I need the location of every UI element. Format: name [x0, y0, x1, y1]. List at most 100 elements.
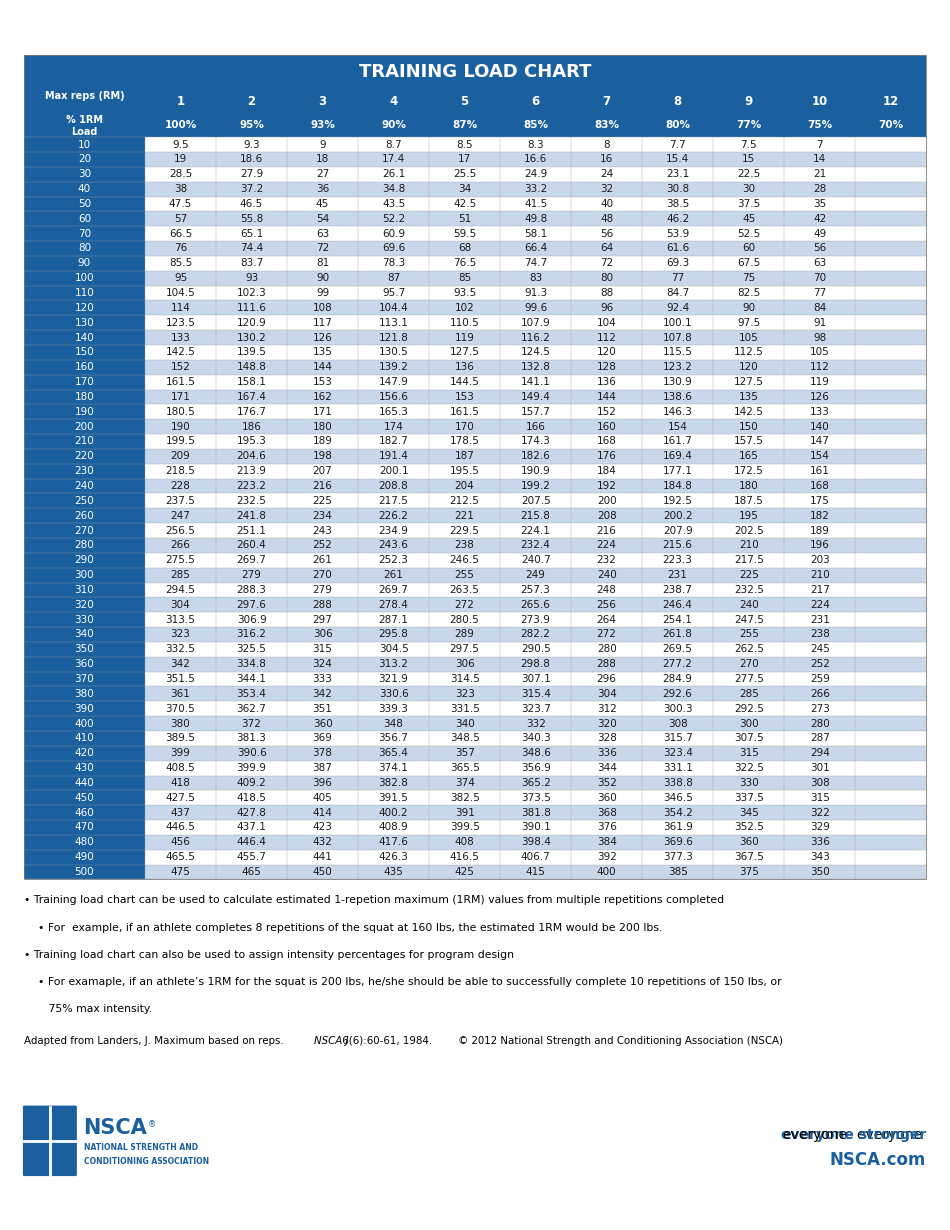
Text: 225: 225 — [739, 569, 759, 581]
Text: 320: 320 — [597, 718, 617, 728]
Text: 304: 304 — [171, 600, 190, 610]
Text: 67.5: 67.5 — [737, 258, 760, 268]
Text: 59.5: 59.5 — [453, 229, 476, 239]
Text: 120: 120 — [739, 363, 758, 373]
Text: 381.3: 381.3 — [237, 733, 267, 743]
Text: 154: 154 — [668, 422, 688, 432]
Bar — [145, 835, 926, 850]
Text: 441: 441 — [313, 852, 332, 862]
Text: 180: 180 — [313, 422, 332, 432]
Text: 348.6: 348.6 — [521, 748, 551, 758]
Text: 247: 247 — [171, 510, 190, 520]
Text: 10: 10 — [78, 139, 91, 150]
Text: 238: 238 — [809, 630, 829, 640]
Text: 275.5: 275.5 — [165, 555, 196, 566]
Text: 152: 152 — [597, 407, 617, 417]
Bar — [24, 90, 926, 113]
Text: 234: 234 — [313, 510, 332, 520]
Text: 418: 418 — [171, 777, 190, 788]
Text: 7: 7 — [602, 95, 611, 108]
Bar — [145, 419, 926, 434]
Text: 47.5: 47.5 — [169, 199, 192, 209]
Text: 8: 8 — [603, 139, 610, 150]
Text: 120.9: 120.9 — [237, 317, 266, 327]
Text: 195.3: 195.3 — [237, 437, 267, 446]
Text: 111.6: 111.6 — [237, 303, 267, 312]
Text: 98: 98 — [813, 332, 826, 343]
Text: 392: 392 — [597, 852, 617, 862]
Text: 180.5: 180.5 — [165, 407, 196, 417]
Text: 336: 336 — [597, 748, 617, 758]
Text: 90: 90 — [742, 303, 755, 312]
Bar — [24, 241, 145, 256]
Text: 63: 63 — [813, 258, 826, 268]
Text: 470: 470 — [74, 823, 94, 833]
Text: 169.4: 169.4 — [663, 451, 693, 461]
Text: 247.5: 247.5 — [733, 615, 764, 625]
Text: 285: 285 — [171, 569, 190, 581]
Text: 294: 294 — [809, 748, 829, 758]
Text: 330: 330 — [74, 615, 94, 625]
Text: 375: 375 — [739, 867, 759, 877]
Text: 232.5: 232.5 — [733, 585, 764, 595]
Text: 25.5: 25.5 — [453, 170, 476, 180]
Bar — [24, 865, 145, 879]
Text: 382.8: 382.8 — [379, 777, 408, 788]
Text: 117: 117 — [313, 317, 332, 327]
Text: 180: 180 — [74, 392, 94, 402]
Text: 78.3: 78.3 — [382, 258, 406, 268]
Text: 400.2: 400.2 — [379, 808, 408, 818]
Text: 380: 380 — [171, 718, 190, 728]
Text: 22.5: 22.5 — [737, 170, 760, 180]
Text: 240: 240 — [739, 600, 758, 610]
Text: 427.5: 427.5 — [165, 793, 196, 803]
Bar — [24, 791, 145, 806]
Text: 91.3: 91.3 — [524, 288, 547, 298]
Text: 420: 420 — [74, 748, 94, 758]
Text: 432: 432 — [313, 838, 332, 847]
Text: 130.2: 130.2 — [237, 332, 266, 343]
Text: 376: 376 — [597, 823, 617, 833]
Text: 405: 405 — [313, 793, 332, 803]
Text: 252.3: 252.3 — [379, 555, 408, 566]
Text: 49.8: 49.8 — [524, 214, 547, 224]
Text: 307.1: 307.1 — [521, 674, 550, 684]
Bar — [145, 330, 926, 344]
Text: 160: 160 — [74, 363, 94, 373]
Text: 150: 150 — [74, 347, 94, 358]
Text: 108: 108 — [313, 303, 332, 312]
Text: 91: 91 — [813, 317, 826, 327]
Text: 10: 10 — [811, 95, 827, 108]
Text: 93%: 93% — [310, 121, 335, 130]
Text: 75: 75 — [742, 273, 755, 283]
Text: 330: 330 — [739, 777, 758, 788]
Text: 135: 135 — [739, 392, 759, 402]
Text: 313.2: 313.2 — [379, 659, 408, 669]
Text: 346.5: 346.5 — [663, 793, 693, 803]
Text: 288: 288 — [597, 659, 617, 669]
Text: 153: 153 — [455, 392, 475, 402]
Text: 224: 224 — [597, 540, 617, 550]
Text: 100.1: 100.1 — [663, 317, 693, 327]
Text: 100%: 100% — [164, 121, 197, 130]
Text: 356.7: 356.7 — [379, 733, 408, 743]
Text: 45: 45 — [316, 199, 330, 209]
Bar — [145, 716, 926, 731]
Bar — [145, 657, 926, 672]
Text: 323.4: 323.4 — [663, 748, 693, 758]
Text: 168: 168 — [597, 437, 617, 446]
Text: 152: 152 — [171, 363, 190, 373]
Text: 176: 176 — [597, 451, 617, 461]
Text: 316.2: 316.2 — [237, 630, 267, 640]
Text: 260.4: 260.4 — [237, 540, 266, 550]
Text: 53.9: 53.9 — [666, 229, 690, 239]
Text: 232.4: 232.4 — [521, 540, 551, 550]
Text: 400: 400 — [597, 867, 617, 877]
Text: NSCA.com: NSCA.com — [830, 1151, 926, 1168]
Text: 360: 360 — [597, 793, 617, 803]
Bar — [24, 182, 145, 197]
Text: 423: 423 — [313, 823, 332, 833]
Text: 42: 42 — [813, 214, 826, 224]
Text: 74.4: 74.4 — [240, 244, 263, 253]
Bar — [24, 508, 145, 523]
